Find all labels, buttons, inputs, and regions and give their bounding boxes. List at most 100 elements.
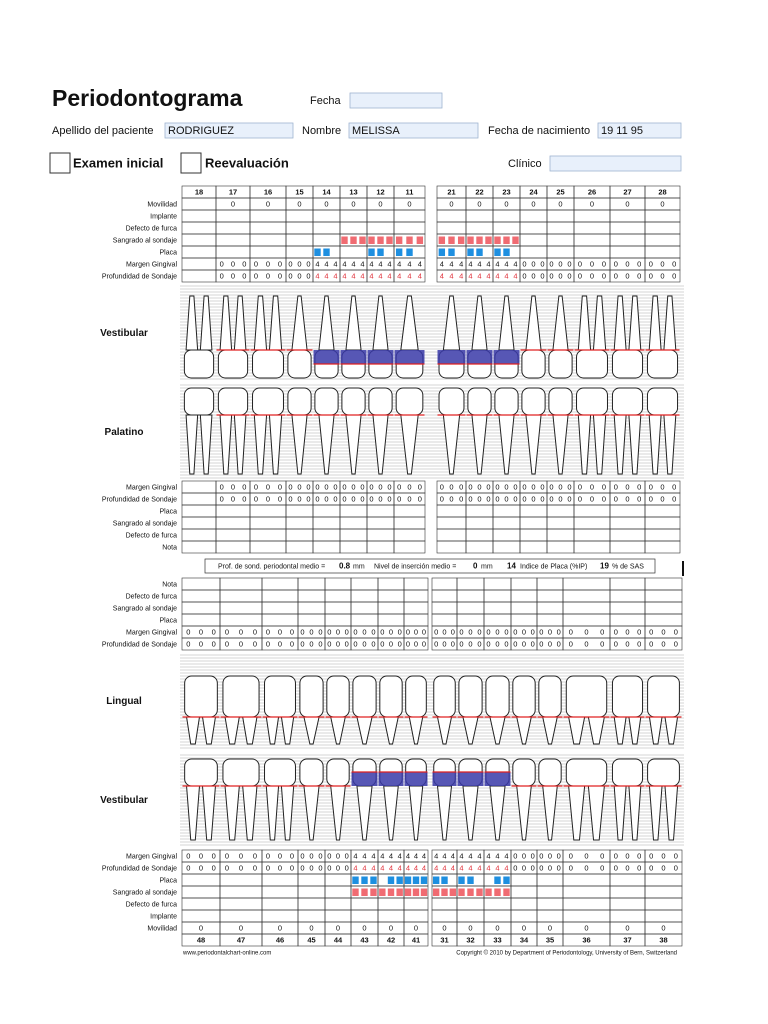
site-value: 0: [254, 494, 258, 503]
row-label: Sangrado al sondaje: [113, 520, 177, 527]
site-value: 0: [569, 639, 573, 648]
site-value: 0: [333, 482, 337, 491]
site-value: 4: [495, 259, 499, 268]
tooth-value: 0: [522, 923, 526, 932]
tooth-number: 37: [623, 935, 631, 944]
row-label: Placa: [159, 877, 177, 884]
site-value: 0: [309, 639, 313, 648]
row-label: Implante: [150, 213, 177, 220]
site-value: 0: [531, 851, 535, 860]
site-value: 0: [336, 627, 340, 636]
row-label: Margen Gingival: [126, 629, 177, 636]
site-value: 0: [590, 494, 594, 503]
site-value: 4: [397, 259, 401, 268]
site-value: 0: [477, 627, 481, 636]
tooth-number: 28: [658, 187, 666, 196]
site-marker: [412, 876, 420, 884]
footer-right: Copyright © 2010 by Department of Period…: [456, 950, 677, 957]
site-marker: [395, 248, 403, 256]
site-value: 0: [266, 639, 270, 648]
site-value: 4: [442, 863, 446, 872]
tooth-crown: [222, 675, 260, 718]
tooth-crown: [352, 675, 377, 718]
site-value: 0: [531, 863, 535, 872]
summary-text: 14: [507, 562, 516, 571]
site-value: 0: [531, 627, 535, 636]
site-value: 4: [315, 259, 319, 268]
tooth-value: 0: [199, 923, 203, 932]
tooth-number: 14: [322, 187, 331, 196]
site-value: 0: [212, 639, 216, 648]
row-label: Sangrado al sondaje: [113, 237, 177, 244]
site-value: 4: [380, 851, 384, 860]
site-value: 0: [614, 851, 618, 860]
site-value: 0: [539, 863, 543, 872]
section-label: Lingual: [106, 696, 142, 707]
row-label: Sangrado al sondaje: [113, 605, 177, 612]
tooth-value: 0: [297, 199, 301, 208]
summary-box: [204, 558, 656, 574]
site-value: 0: [590, 271, 594, 280]
row-label: Defecto de furca: [126, 593, 177, 600]
site-value: 4: [406, 863, 410, 872]
site-value: 0: [199, 639, 203, 648]
site-marker: [395, 236, 403, 244]
site-value: 0: [327, 851, 331, 860]
site-value: 4: [389, 863, 393, 872]
site-marker: [406, 236, 413, 244]
tooth-number: 25: [556, 187, 564, 196]
site-value: 0: [522, 259, 526, 268]
site-value: 0: [531, 271, 535, 280]
site-value: 0: [387, 482, 391, 491]
tooth-crown: [438, 387, 465, 416]
site-value: 0: [440, 494, 444, 503]
site-value: 0: [327, 627, 331, 636]
tooth-crown: [565, 675, 608, 718]
site-value: 0: [418, 494, 422, 503]
site-value: 0: [369, 494, 373, 503]
site-value: 0: [342, 482, 346, 491]
site-value: 0: [345, 627, 349, 636]
tooth-number: 22: [475, 187, 483, 196]
site-value: 0: [362, 639, 366, 648]
site-value: 0: [351, 482, 355, 491]
site-value: 0: [504, 627, 508, 636]
cell: [644, 637, 683, 651]
site-value: 4: [513, 259, 517, 268]
row-label: Implante: [150, 913, 177, 920]
tooth-value: 0: [309, 923, 313, 932]
site-value: 0: [625, 639, 629, 648]
site-marker: [503, 236, 510, 244]
site-value: 4: [495, 851, 499, 860]
site-value: 4: [353, 851, 357, 860]
site-value: 4: [333, 271, 337, 280]
site-value: 4: [477, 259, 481, 268]
tooth-value: 0: [239, 923, 243, 932]
site-value: 0: [407, 494, 411, 503]
site-value: 0: [442, 627, 446, 636]
site-value: 0: [557, 639, 561, 648]
site-value: 4: [369, 271, 373, 280]
site-value: 4: [468, 851, 472, 860]
site-value: 4: [398, 851, 402, 860]
tooth-value: 0: [378, 199, 382, 208]
row-label: Placa: [159, 508, 177, 515]
site-value: 0: [288, 259, 292, 268]
site-value: 0: [468, 639, 472, 648]
tooth-crown: [538, 675, 562, 718]
site-marker: [386, 236, 393, 244]
tooth-number: 12: [376, 187, 384, 196]
tooth-crown: [512, 675, 536, 718]
site-value: 0: [614, 627, 618, 636]
site-value: 0: [306, 259, 310, 268]
site-value: 0: [318, 851, 322, 860]
site-value: 0: [548, 639, 552, 648]
tooth-number: 27: [623, 187, 631, 196]
tooth-crown: [252, 387, 284, 416]
site-value: 0: [422, 639, 426, 648]
tooth-crown: [467, 387, 492, 416]
site-value: 0: [266, 271, 270, 280]
site-value: 0: [380, 627, 384, 636]
site-value: 0: [345, 639, 349, 648]
site-value: 0: [414, 639, 418, 648]
